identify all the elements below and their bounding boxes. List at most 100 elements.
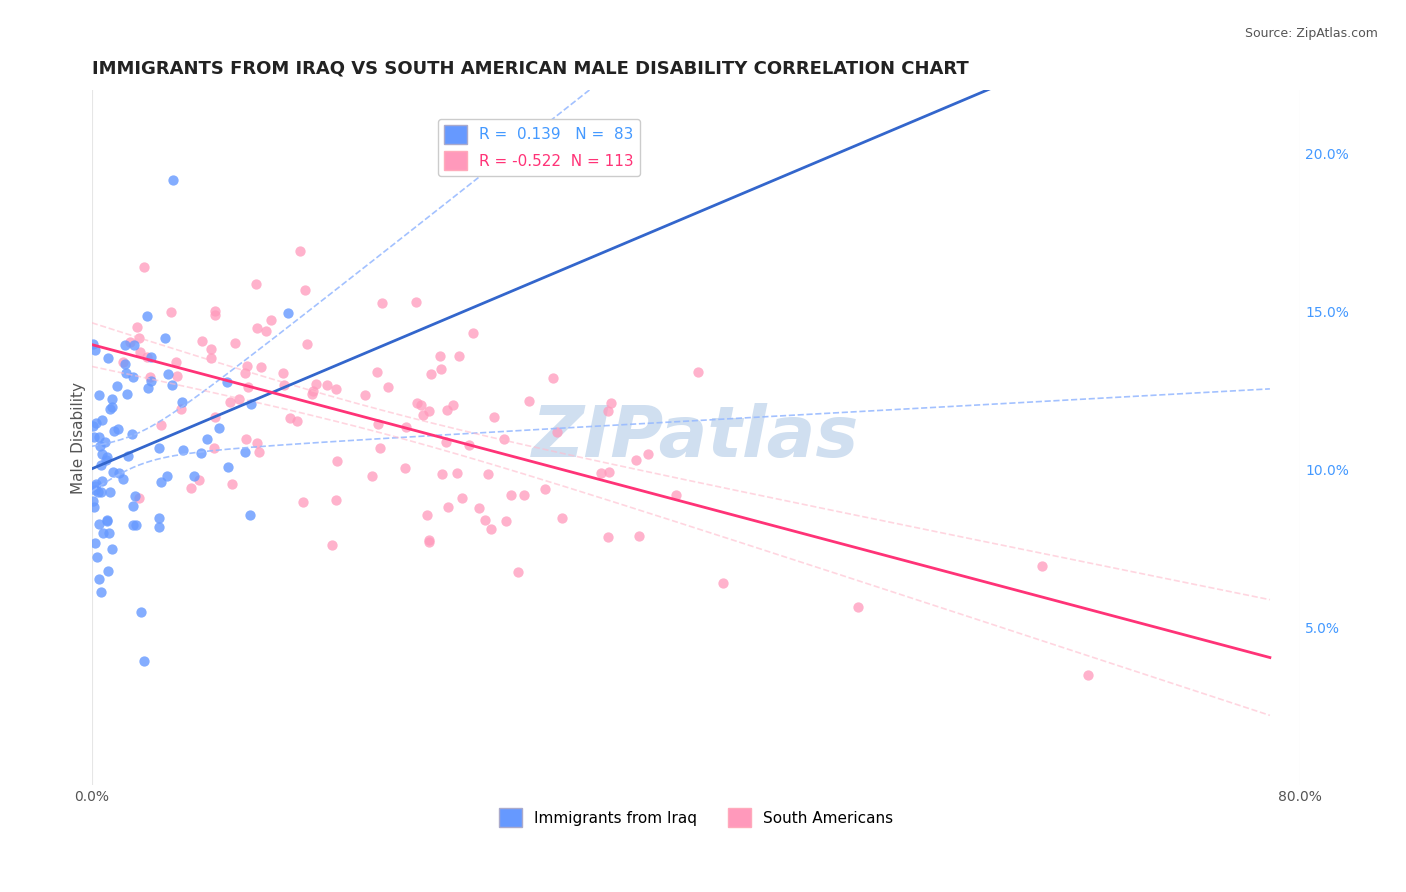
Point xyxy=(122,370,145,384)
Point xyxy=(101,465,124,479)
Point xyxy=(273,377,295,392)
Text: IMMIGRANTS FROM IRAQ VS SOUTH AMERICAN MALE DISABILITY CORRELATION CHART: IMMIGRANTS FROM IRAQ VS SOUTH AMERICAN M… xyxy=(91,60,969,78)
Point xyxy=(83,479,105,493)
Point xyxy=(1031,558,1053,573)
Point xyxy=(101,400,124,414)
Point xyxy=(204,410,226,425)
Point xyxy=(278,411,301,425)
Point xyxy=(200,343,222,357)
Point xyxy=(94,452,117,467)
Point xyxy=(301,387,323,401)
Point xyxy=(406,396,429,410)
Point xyxy=(188,473,211,487)
Point xyxy=(247,445,270,459)
Point xyxy=(97,526,120,541)
Point xyxy=(412,408,434,422)
Point xyxy=(239,508,262,522)
Point xyxy=(598,465,620,479)
Point xyxy=(170,394,193,409)
Point xyxy=(458,438,481,452)
Point xyxy=(288,244,311,259)
Point xyxy=(111,355,134,369)
Point xyxy=(200,351,222,366)
Point xyxy=(217,460,239,475)
Point xyxy=(82,419,104,434)
Point xyxy=(665,488,688,502)
Point xyxy=(83,430,105,444)
Point xyxy=(117,387,139,401)
Point xyxy=(103,424,125,438)
Point xyxy=(129,605,152,619)
Point xyxy=(86,550,108,565)
Point xyxy=(271,366,294,380)
Point xyxy=(479,522,502,536)
Point xyxy=(432,467,454,481)
Point xyxy=(436,402,458,417)
Point xyxy=(139,374,162,388)
Point xyxy=(624,452,647,467)
Point xyxy=(96,513,118,527)
Point xyxy=(83,500,105,514)
Point xyxy=(101,392,124,407)
Point xyxy=(114,357,136,371)
Point xyxy=(84,343,107,358)
Point xyxy=(155,331,177,345)
Point xyxy=(136,381,159,395)
Point xyxy=(219,394,242,409)
Point xyxy=(228,392,250,406)
Point xyxy=(128,491,150,505)
Point xyxy=(297,337,319,351)
Point xyxy=(148,441,170,455)
Point xyxy=(418,533,440,547)
Point xyxy=(260,312,283,326)
Point xyxy=(101,541,124,556)
Point xyxy=(474,513,496,527)
Point xyxy=(405,294,427,309)
Point xyxy=(235,359,257,373)
Point xyxy=(150,475,173,489)
Point xyxy=(97,564,120,578)
Point xyxy=(208,421,231,435)
Point xyxy=(120,335,142,350)
Point xyxy=(233,367,256,381)
Point xyxy=(89,387,111,401)
Point xyxy=(484,410,506,425)
Point xyxy=(325,493,347,508)
Point xyxy=(354,388,377,402)
Point xyxy=(499,488,522,502)
Point xyxy=(598,403,620,417)
Point xyxy=(533,483,555,497)
Point xyxy=(468,501,491,516)
Point xyxy=(132,654,155,668)
Point xyxy=(107,378,129,392)
Point xyxy=(366,364,388,378)
Point xyxy=(371,295,394,310)
Point xyxy=(1077,668,1099,682)
Point xyxy=(117,450,139,464)
Point xyxy=(377,380,399,394)
Point xyxy=(96,450,118,465)
Point xyxy=(395,419,418,434)
Point xyxy=(224,335,246,350)
Point xyxy=(596,531,619,545)
Point xyxy=(90,585,112,599)
Point xyxy=(591,466,613,480)
Point xyxy=(419,368,441,382)
Point xyxy=(87,572,110,586)
Point xyxy=(84,417,107,431)
Point xyxy=(551,510,574,524)
Point xyxy=(87,516,110,531)
Point xyxy=(245,277,267,291)
Point xyxy=(111,472,134,486)
Point xyxy=(461,326,484,340)
Point xyxy=(441,398,464,412)
Point xyxy=(637,447,659,461)
Point xyxy=(711,576,734,591)
Point xyxy=(294,284,316,298)
Point xyxy=(195,432,218,446)
Point xyxy=(172,442,194,457)
Point xyxy=(90,474,112,488)
Text: Source: ZipAtlas.com: Source: ZipAtlas.com xyxy=(1244,27,1378,40)
Point xyxy=(436,500,458,514)
Point xyxy=(688,365,710,379)
